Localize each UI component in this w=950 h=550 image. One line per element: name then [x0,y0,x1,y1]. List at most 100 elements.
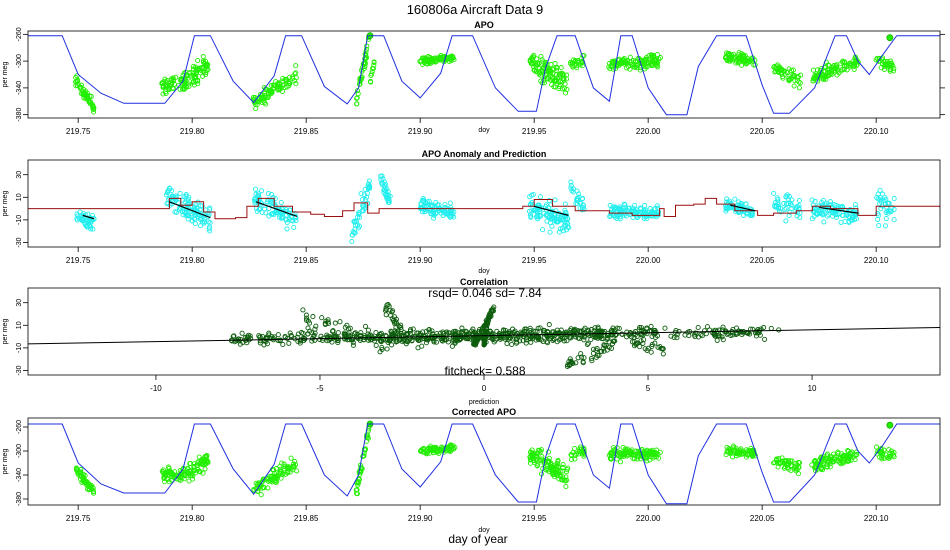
anomaly-point [284,219,290,226]
correlation-point [595,352,601,359]
correlation-point [464,329,470,335]
corrected-point [556,476,562,482]
corrected-point [279,460,285,466]
apo-ylabel: per meg [2,62,9,88]
apo-point [187,73,193,79]
corrected-point [771,460,777,466]
anomaly-point [381,187,387,193]
anomaly-point [787,209,793,215]
anomaly-point [743,201,749,207]
correlation-point [245,334,251,340]
corrected-point [789,458,795,464]
correlation-point [660,351,666,357]
corrected-point [204,453,210,459]
anomaly-point [552,197,558,203]
corrected-point [280,471,286,477]
correlation-point [575,355,581,361]
anomaly-point [426,198,432,204]
apo-frame [27,30,941,119]
anomaly-point [838,219,844,225]
anomaly-point [207,205,213,211]
anomaly-point [284,226,290,232]
anomaly-panel: APO Anomaly and Prediction 219.75 219.80 21… [2,149,941,275]
anomaly-point [418,202,424,208]
anomaly-point [541,210,547,217]
correlation-point [405,339,411,345]
corrected-point [563,478,569,484]
correlation-point [337,319,343,325]
correlation-point [474,336,480,342]
correlation-point [540,339,546,345]
anomaly-point [385,193,392,199]
correlation-point [379,346,385,352]
correlation-point [648,349,654,355]
corrected-point [446,448,452,454]
anomaly-point [796,197,803,204]
correlation-point [378,330,384,336]
correlation-point [312,337,318,343]
anomaly-point [186,194,192,200]
corrected-point [563,477,570,483]
correlation-point [483,330,489,336]
apo-point [280,78,286,84]
correlation-point [698,332,704,338]
anomaly-point [191,215,198,221]
corrected-point [850,454,856,460]
corrected-point [656,455,662,461]
anomaly-point [430,203,436,209]
anomaly-fit-segment [255,201,298,218]
corrected-point [355,480,362,486]
correlation-point [287,330,293,336]
correlation-data [28,302,940,369]
correlation-point [544,339,550,345]
corrected-point [726,449,732,455]
corrected-point [354,486,360,493]
anomaly-point [785,201,792,207]
corrected-point [572,445,578,452]
apo-point [607,66,613,72]
apo-point [530,54,536,60]
correlation-point [734,330,740,336]
corrected-point [618,454,624,460]
apo-point [563,76,570,82]
anomaly-point [165,187,171,193]
anomaly-point [366,181,372,187]
apo-point [548,62,554,68]
correlation-point [373,342,379,348]
anomaly-point [580,202,586,208]
anomaly-ytick-label: -30 [16,237,23,247]
apo-point [293,70,299,76]
correlation-point [420,329,426,335]
apo-point [780,68,786,74]
apo-point [839,66,845,73]
correlation-point [761,325,767,331]
anomaly-point [352,222,359,228]
apo-point [369,68,375,75]
correlation-point [701,328,708,334]
apo-point [725,51,731,57]
correlation-regression-line [28,327,940,345]
anomaly-point [79,217,85,223]
anomaly-point [852,202,858,208]
correlation-point [523,337,529,343]
corrected-point [875,448,881,454]
corrected-xtick-label: 219.75 [66,514,91,523]
correlation-point [367,332,373,338]
anomaly-point [350,229,356,235]
apo-point [834,64,840,71]
anomaly-ylabel: per meg [2,191,9,217]
apo-ytick-label: -340 [16,81,23,95]
corrected-point [816,460,823,466]
corrected-point [545,467,551,473]
correlation-point [704,324,710,330]
correlation-point [714,337,720,343]
corrected-ytick-label: -300 [16,444,23,458]
corrected-point [282,463,288,469]
apo-point [810,67,816,73]
anomaly-point [796,205,802,211]
correlation-point [261,342,267,348]
correlation-point [637,344,643,350]
anomaly-point [378,173,384,179]
apo-point [173,74,179,80]
figure-title: 160806a Aircraft Data 9 [407,2,544,17]
